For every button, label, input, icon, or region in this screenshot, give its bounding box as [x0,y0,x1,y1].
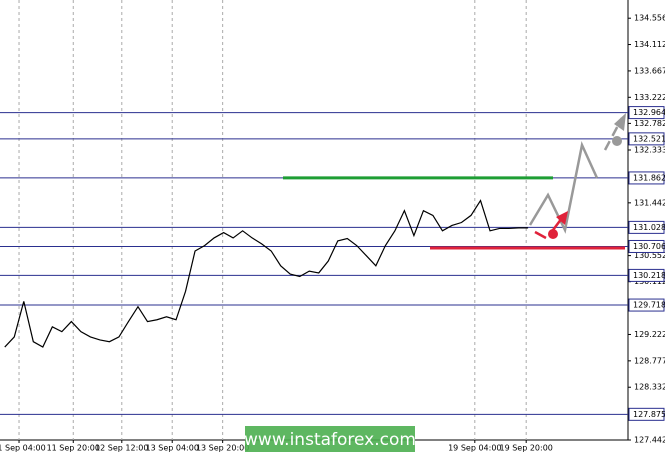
level-box [628,132,665,146]
level-label: 132.964 [633,108,665,117]
level-box [628,407,665,421]
level-box [628,298,665,312]
forecast-dash [603,117,624,151]
alt-dash [534,230,547,240]
price-line [4,199,529,348]
x-tick-label: 19 Sep 04:00 [448,444,501,453]
alt-dot [548,229,558,239]
y-tick-label: 127.442 [634,436,665,445]
arrow-head [614,113,626,131]
level-label: 130.218 [633,271,665,280]
y-tick-label: 128.777 [634,356,665,365]
level-label: 130.706 [633,242,665,251]
watermark-box [245,426,415,452]
y-tick-label: 131.442 [634,198,665,207]
y-tick-label: 128.332 [634,383,665,392]
level-label: 131.862 [633,173,665,182]
x-tick-label: 12 Sep 12:00 [95,444,148,453]
y-tick-label: 129.222 [634,330,665,339]
level-box [628,220,665,234]
level-label: 131.028 [633,223,665,232]
forecast-arrows [528,113,626,240]
x-tick-label: 11 Sep 04:00 [0,444,46,453]
forecast-path [528,140,599,234]
level-box [628,106,665,120]
level-label: 132.521 [633,134,665,143]
level-box [628,268,665,282]
arrow-head [556,211,568,225]
y-tick-label: 133.222 [634,93,665,102]
y-tick-label: 132.782 [634,119,665,128]
level-box [628,171,665,185]
x-tick-label: 11 Sep 20:00 [47,444,100,453]
y-tick-label: 133.667 [634,66,665,75]
y-tick-label: 134.112 [634,40,665,49]
x-tick-label: 13 Sep 20:00 [196,444,249,453]
level-box [628,239,665,253]
y-tick-label: 130.552 [634,251,665,260]
x-tick-label: 13 Sep 04:00 [146,444,199,453]
level-label: 129.718 [633,301,665,310]
x-tick-label: 19 Sep 20:00 [499,444,552,453]
watermark: www.instaforex.com [244,430,416,450]
y-tick-label: 132.333 [634,146,665,155]
level-label: 127.875 [633,410,665,419]
y-tick-label: 134.556 [634,14,665,23]
forecast-dot [612,136,622,146]
